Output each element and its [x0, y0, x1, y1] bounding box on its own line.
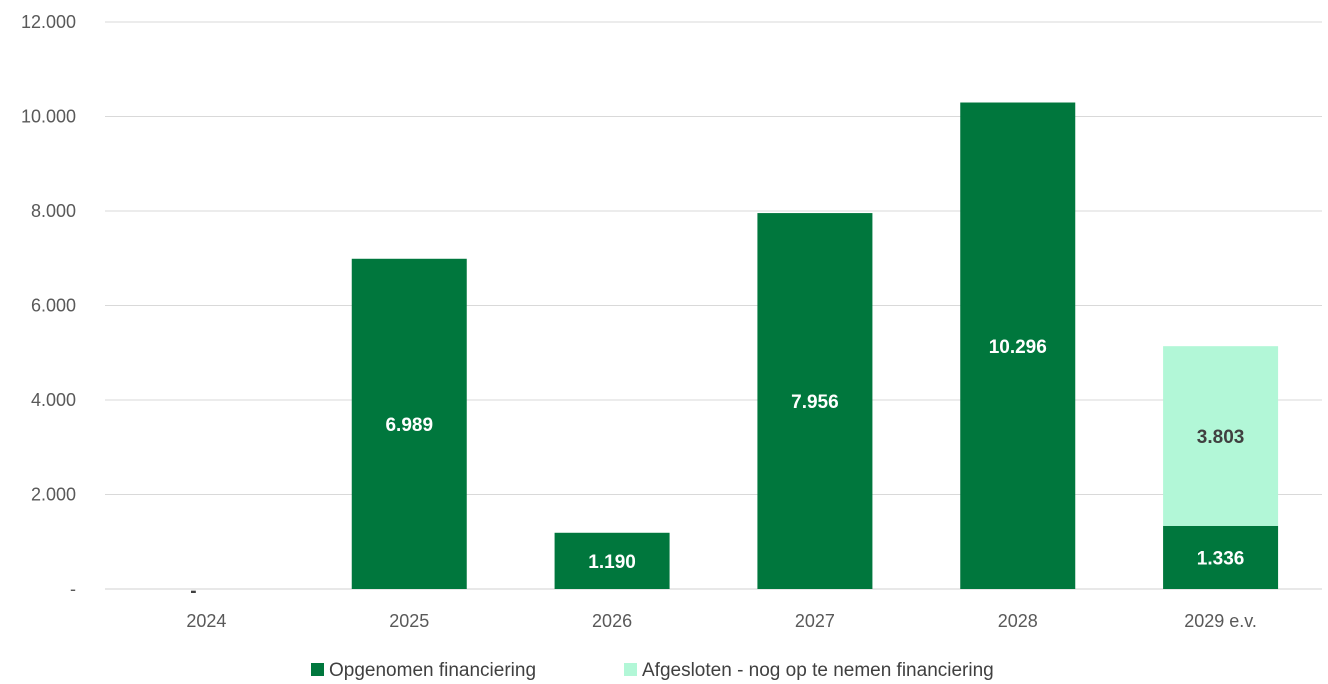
legend-swatch — [311, 663, 324, 676]
x-tick-label: 2028 — [998, 611, 1038, 631]
bars: - 6.989 1.190 7.956 10.296 1.336 3.803 — [190, 102, 1279, 602]
bar-opgenomen — [554, 532, 670, 589]
x-tick-label: 2025 — [389, 611, 429, 631]
bar-afgesloten — [1163, 346, 1279, 526]
gridlines — [105, 21, 1322, 590]
data-label: 6.989 — [385, 415, 433, 436]
y-tick-label: 2.000 — [31, 485, 76, 505]
y-tick-label: - — [70, 579, 76, 599]
y-tick-label: 12.000 — [21, 12, 76, 32]
bar-opgenomen — [960, 102, 1076, 589]
y-tick-label: 6.000 — [31, 296, 76, 316]
x-axis-tick-labels: 2024 2025 2026 2027 2028 2029 e.v. — [186, 611, 1257, 631]
x-tick-label: 2026 — [592, 611, 632, 631]
data-label: 3.803 — [1197, 427, 1245, 448]
data-label: - — [190, 581, 196, 602]
x-tick-label: 2027 — [795, 611, 835, 631]
legend-swatch — [624, 663, 637, 676]
data-label: 7.956 — [791, 392, 839, 413]
legend-label: Afgesloten - nog op te nemen financierin… — [642, 660, 994, 681]
legend: Opgenomen financiering Afgesloten - nog o… — [311, 660, 994, 681]
y-tick-label: 8.000 — [31, 201, 76, 221]
y-tick-label: 10.000 — [21, 107, 76, 127]
data-label: 1.336 — [1197, 548, 1245, 569]
bar-opgenomen — [757, 213, 873, 590]
x-tick-label: 2024 — [186, 611, 226, 631]
x-tick-label: 2029 e.v. — [1184, 611, 1257, 631]
data-label: 1.190 — [588, 552, 636, 573]
y-axis-tick-labels: - 2.000 4.000 6.000 8.000 10.000 12.000 — [21, 12, 76, 599]
bar-opgenomen — [351, 258, 467, 589]
legend-label: Opgenomen financiering — [329, 660, 536, 681]
y-tick-label: 4.000 — [31, 390, 76, 410]
data-label: 10.296 — [989, 337, 1047, 358]
bar-opgenomen — [1163, 525, 1279, 589]
